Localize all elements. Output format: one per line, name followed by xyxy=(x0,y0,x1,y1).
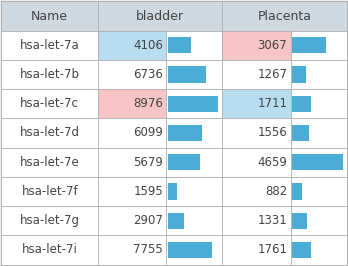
Text: 4106: 4106 xyxy=(133,39,163,52)
Bar xyxy=(222,89,291,118)
Bar xyxy=(1,1,98,31)
Text: 1711: 1711 xyxy=(257,97,287,110)
Text: 882: 882 xyxy=(265,185,287,198)
Bar xyxy=(1,118,98,148)
Bar xyxy=(222,118,291,148)
Text: 6736: 6736 xyxy=(133,68,163,81)
Text: hsa-let-7e: hsa-let-7e xyxy=(20,156,80,169)
Bar xyxy=(166,31,222,60)
Text: hsa-let-7g: hsa-let-7g xyxy=(20,214,80,227)
Bar xyxy=(98,177,166,206)
Text: 8976: 8976 xyxy=(133,97,163,110)
Bar xyxy=(98,148,166,177)
Bar xyxy=(168,184,177,200)
Bar xyxy=(1,148,98,177)
Bar xyxy=(166,177,222,206)
Bar xyxy=(98,235,166,265)
Bar xyxy=(222,148,291,177)
Bar xyxy=(168,66,206,82)
Bar xyxy=(291,235,347,265)
Bar xyxy=(166,148,222,177)
Text: hsa-let-7c: hsa-let-7c xyxy=(20,97,79,110)
Bar xyxy=(98,118,166,148)
Bar xyxy=(168,37,191,53)
Text: 5679: 5679 xyxy=(133,156,163,169)
Bar xyxy=(292,154,343,170)
Text: Name: Name xyxy=(31,10,68,23)
Bar xyxy=(1,60,98,89)
Bar xyxy=(292,242,311,258)
Bar xyxy=(1,89,98,118)
Bar xyxy=(292,96,311,112)
Bar xyxy=(222,31,291,60)
Text: 1595: 1595 xyxy=(133,185,163,198)
Bar xyxy=(292,125,309,141)
Text: 7755: 7755 xyxy=(133,243,163,256)
Bar xyxy=(98,1,222,31)
Bar xyxy=(292,184,302,200)
Bar xyxy=(166,118,222,148)
Bar xyxy=(291,89,347,118)
Bar xyxy=(168,96,219,112)
Text: 4659: 4659 xyxy=(258,156,287,169)
Text: Placenta: Placenta xyxy=(258,10,311,23)
Text: 2907: 2907 xyxy=(133,214,163,227)
Bar xyxy=(1,235,98,265)
Bar xyxy=(1,177,98,206)
Bar xyxy=(291,118,347,148)
Text: 1556: 1556 xyxy=(258,127,287,139)
Bar xyxy=(292,37,325,53)
Bar xyxy=(168,154,200,170)
Text: hsa-let-7b: hsa-let-7b xyxy=(20,68,80,81)
Text: 1761: 1761 xyxy=(257,243,287,256)
Bar xyxy=(291,148,347,177)
Bar xyxy=(168,242,212,258)
Text: 3067: 3067 xyxy=(258,39,287,52)
Bar xyxy=(1,206,98,235)
Bar xyxy=(291,177,347,206)
Bar xyxy=(166,89,222,118)
Bar xyxy=(1,31,98,60)
Bar xyxy=(291,31,347,60)
Bar xyxy=(222,60,291,89)
Text: hsa-let-7f: hsa-let-7f xyxy=(22,185,78,198)
Text: 6099: 6099 xyxy=(133,127,163,139)
Text: bladder: bladder xyxy=(136,10,184,23)
Bar xyxy=(292,213,307,229)
Bar xyxy=(166,235,222,265)
Bar xyxy=(292,66,306,82)
Bar xyxy=(98,89,166,118)
Text: hsa-let-7i: hsa-let-7i xyxy=(22,243,78,256)
Bar xyxy=(98,60,166,89)
Bar xyxy=(98,31,166,60)
Bar xyxy=(222,1,347,31)
Bar xyxy=(166,206,222,235)
Text: hsa-let-7a: hsa-let-7a xyxy=(20,39,80,52)
Bar xyxy=(222,206,291,235)
Bar xyxy=(222,235,291,265)
Bar xyxy=(291,206,347,235)
Bar xyxy=(98,206,166,235)
Text: 1267: 1267 xyxy=(257,68,287,81)
Bar xyxy=(222,177,291,206)
Bar xyxy=(168,125,202,141)
Bar xyxy=(168,213,184,229)
Text: hsa-let-7d: hsa-let-7d xyxy=(20,127,80,139)
Bar xyxy=(291,60,347,89)
Text: 1331: 1331 xyxy=(258,214,287,227)
Bar xyxy=(166,60,222,89)
